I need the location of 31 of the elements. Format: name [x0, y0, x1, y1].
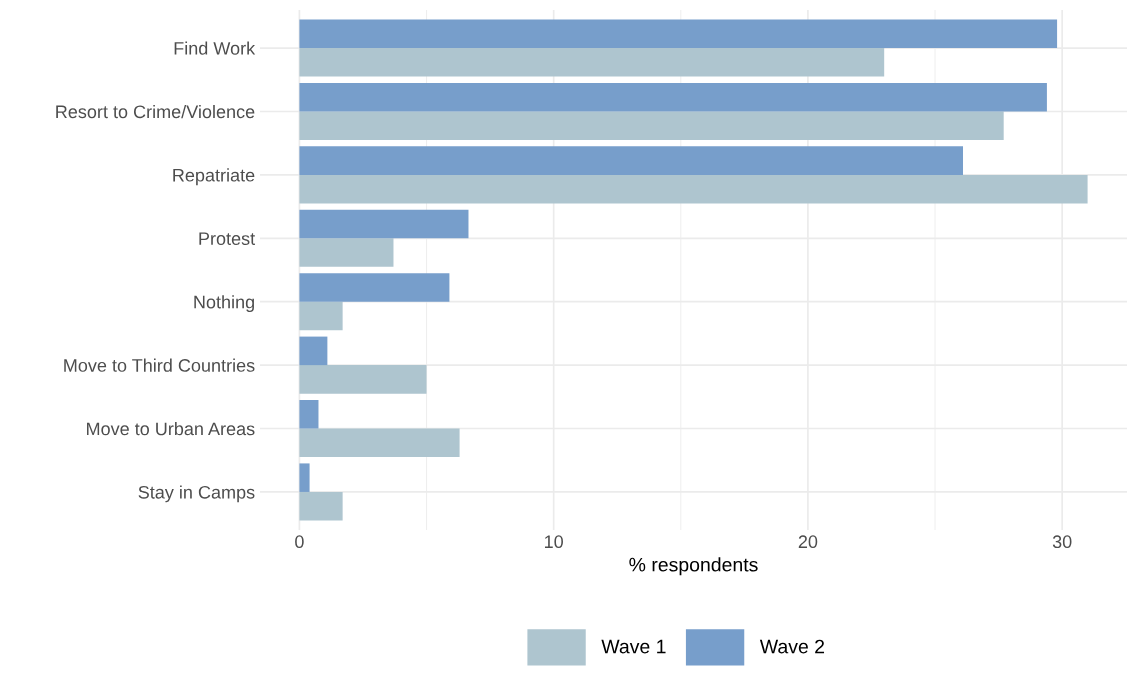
y-tick-label: Move to Third Countries	[64, 358, 255, 372]
bar	[299, 111, 1004, 140]
x-tick-label: 10	[545, 535, 563, 549]
y-tick-label: Find Work	[174, 41, 256, 55]
bar	[299, 400, 319, 429]
legend-label: Wave 1	[601, 639, 666, 654]
x-tick-label: 30	[1052, 535, 1072, 549]
bar	[299, 273, 450, 302]
y-tick-label: Stay in Camps	[138, 485, 255, 503]
bar	[299, 48, 885, 77]
bar	[299, 238, 394, 267]
x-tick-label: 20	[798, 535, 818, 549]
bar	[299, 146, 964, 175]
y-tick-label: Resort to Crime/Violence	[56, 104, 255, 119]
y-tick-label: Move to Urban Areas	[87, 421, 255, 436]
bar	[299, 365, 427, 394]
y-tick-label: Nothing	[194, 295, 254, 312]
bar	[299, 82, 1047, 112]
bar	[299, 336, 328, 366]
x-axis-title: % respondents	[629, 557, 758, 576]
bar	[299, 463, 310, 492]
bar	[299, 491, 343, 521]
bar	[299, 19, 1058, 49]
bar	[299, 209, 469, 239]
y-tick-label: Protest	[199, 232, 256, 246]
bar	[299, 174, 1088, 204]
y-tick-label: Repatriate	[173, 168, 255, 186]
x-tick-label: 0	[295, 535, 304, 549]
bar	[299, 301, 343, 331]
bar	[299, 428, 460, 458]
legend-label: Wave 2	[759, 639, 825, 654]
